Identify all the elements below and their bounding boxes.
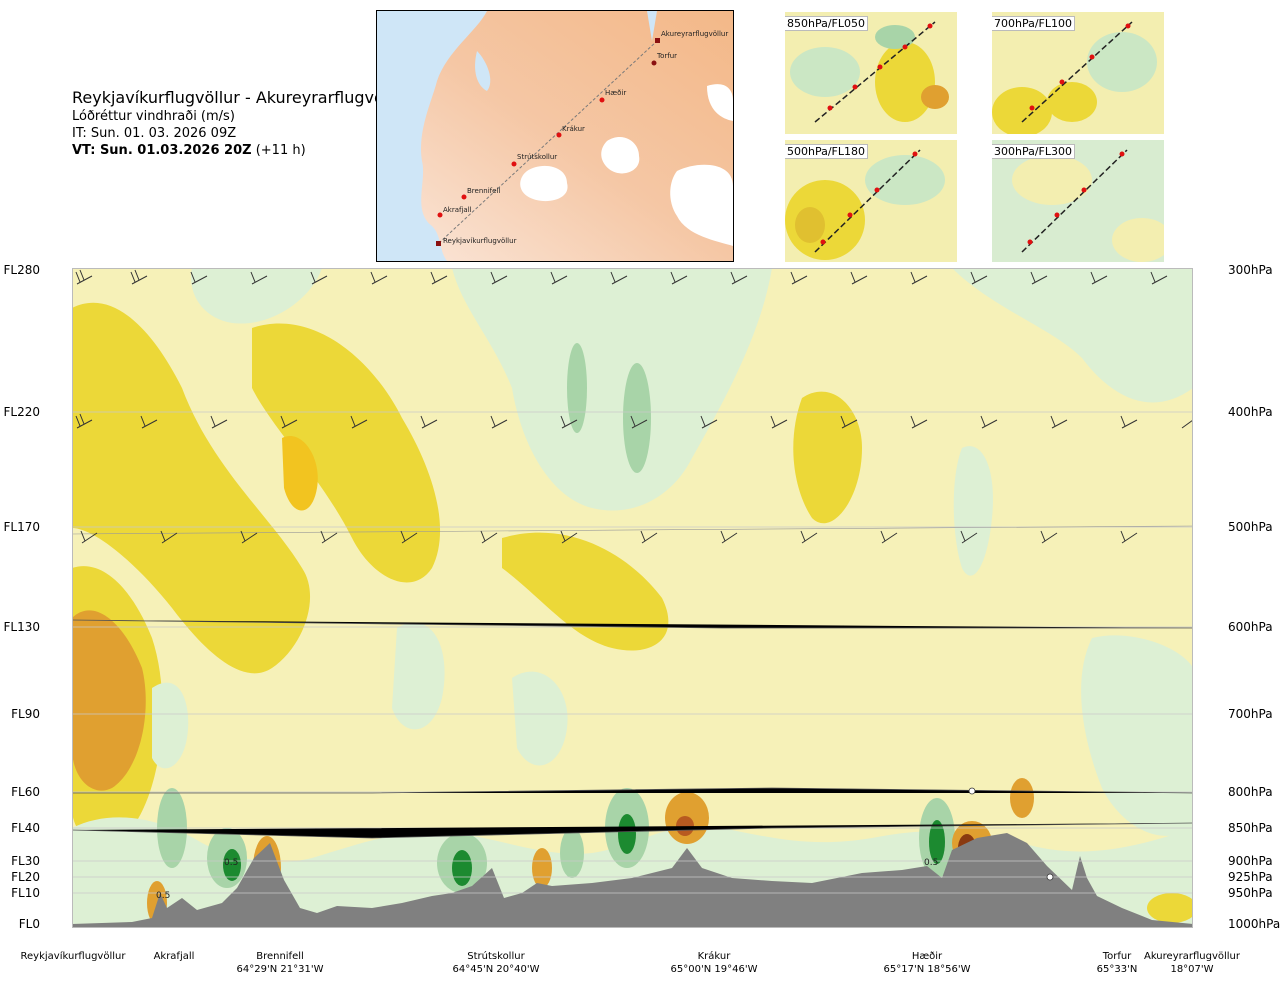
terrain-profile bbox=[72, 833, 1193, 928]
thumbnail-700hpa-svg bbox=[992, 12, 1164, 134]
location-name: Reykjavíkurflugvöllur bbox=[20, 951, 126, 962]
pressure-label: 600hPa bbox=[1228, 620, 1273, 634]
fl-label: FL60 bbox=[11, 785, 40, 799]
location-coord: 64°29'N 21°31'W bbox=[236, 964, 324, 975]
location-reykjavik: Reykjavíkurflugvöllur bbox=[10, 950, 136, 963]
map-marker-krakur bbox=[556, 132, 562, 138]
location-krakur: Krákur 65°00'N 19°46'W bbox=[664, 950, 764, 976]
fl-label: FL130 bbox=[3, 620, 41, 634]
location-haedir: Hæðir 65°17'N 18°56'W bbox=[877, 950, 977, 976]
thumbnail-500hpa-label: 500hPa/FL180 bbox=[785, 144, 869, 159]
location-torfur: Torfur 65°33'N bbox=[1092, 950, 1142, 976]
valid-time-line: VT: Sun. 01.03.2026 20Z (+11 h) bbox=[72, 142, 409, 159]
thumbnail-500hpa[interactable]: 500hPa/FL180 bbox=[785, 140, 957, 262]
fl-label: FL220 bbox=[3, 405, 41, 419]
thumbnail-850hpa-label: 850hPa/FL050 bbox=[785, 16, 869, 31]
fl-label: FL0 bbox=[18, 917, 40, 931]
pressure-label: 300hPa bbox=[1228, 263, 1273, 277]
contour-label: 0.5 bbox=[924, 858, 938, 868]
fl-label: FL280 bbox=[3, 263, 41, 277]
map-marker-strutskollur bbox=[511, 161, 517, 167]
calm-marker bbox=[1046, 873, 1054, 881]
location-coord: 65°00'N 19°46'W bbox=[670, 964, 758, 975]
fl-label: FL30 bbox=[11, 854, 40, 868]
map-marker-torfur bbox=[651, 60, 657, 66]
thumbnail-850hpa[interactable]: 850hPa/FL050 bbox=[785, 12, 957, 134]
thumbnail-700hpa-label: 700hPa/FL100 bbox=[992, 16, 1076, 31]
map-marker-brennifell bbox=[461, 194, 467, 200]
location-akrafjall: Akrafjall bbox=[139, 950, 209, 963]
pressure-label: 950hPa bbox=[1228, 886, 1273, 900]
pressure-label: 400hPa bbox=[1228, 405, 1273, 419]
map-marker-haedir bbox=[599, 97, 605, 103]
location-name: Hæðir bbox=[911, 951, 943, 962]
fl-label: FL10 bbox=[11, 886, 40, 900]
location-name: Akrafjall bbox=[153, 951, 195, 962]
location-akureyri: Akureyrarflugvöllur 18°07'W bbox=[1142, 950, 1242, 976]
pressure-label: 850hPa bbox=[1228, 821, 1273, 835]
variable-label: Lóðréttur vindhraði (m/s) bbox=[72, 109, 235, 124]
pressure-label: 700hPa bbox=[1228, 707, 1273, 721]
route-title: Reykjavíkurflugvöllur - Akureyrarflugvöl… bbox=[72, 88, 410, 107]
map-label-reykjavik: Reykjavíkurflugvöllur bbox=[443, 237, 517, 245]
thumbnail-700hpa[interactable]: 700hPa/FL100 bbox=[992, 12, 1164, 134]
pressure-label: 800hPa bbox=[1228, 785, 1273, 799]
init-time: IT: Sun. 01. 03. 2026 09Z bbox=[72, 126, 237, 141]
cross-section-plot: 0.5 0.5 0.5 bbox=[72, 268, 1193, 928]
map-label-brennifell: Brennifell bbox=[467, 187, 500, 195]
map-label-krakur: Krákur bbox=[562, 125, 585, 133]
fl-label: FL20 bbox=[11, 870, 40, 884]
map-label-haedir: Hæðir bbox=[605, 89, 626, 97]
map-label-akureyri: Akureyrarflugvöllur bbox=[661, 30, 728, 38]
location-coord: 64°45'N 20°40'W bbox=[452, 964, 540, 975]
title-block: Reykjavíkurflugvöllur - Akureyrarflugvöl… bbox=[72, 88, 409, 159]
location-name: Brennifell bbox=[256, 951, 304, 962]
lead-time: (+11 h) bbox=[255, 143, 306, 158]
pressure-label: 500hPa bbox=[1228, 520, 1273, 534]
pressure-label: 900hPa bbox=[1228, 854, 1273, 868]
contour-label: 0.5 bbox=[156, 891, 170, 901]
location-coord: 18°07'W bbox=[1170, 964, 1214, 975]
map-label-torfur: Torfur bbox=[656, 52, 677, 60]
location-coord: 65°17'N 18°56'W bbox=[883, 964, 971, 975]
thumbnail-300hpa-label: 300hPa/FL300 bbox=[992, 144, 1076, 159]
location-coord: 65°33'N bbox=[1096, 964, 1138, 975]
map-marker-akrafjall bbox=[437, 212, 443, 218]
pressure-label: 1000hPa bbox=[1228, 917, 1280, 931]
contour-label: 0.5 bbox=[224, 858, 238, 868]
fl-label: FL170 bbox=[3, 520, 41, 534]
route-map-svg: Akureyrarflugvöllur Torfur Hæðir Krákur … bbox=[377, 11, 733, 261]
map-marker-reykjavik bbox=[436, 241, 441, 246]
calm-marker bbox=[968, 787, 976, 795]
thumbnail-300hpa[interactable]: 300hPa/FL300 bbox=[992, 140, 1164, 262]
location-brennifell: Brennifell 64°29'N 21°31'W bbox=[230, 950, 330, 976]
valid-time: VT: Sun. 01.03.2026 20Z bbox=[72, 143, 252, 158]
pressure-label: 925hPa bbox=[1228, 870, 1273, 884]
thumbnail-500hpa-svg bbox=[785, 140, 957, 262]
fl-label: FL40 bbox=[11, 821, 40, 835]
location-name: Akureyrarflugvöllur bbox=[1143, 951, 1240, 962]
map-label-akrafjall: Akrafjall bbox=[443, 206, 472, 214]
wind-barbs bbox=[72, 269, 1193, 839]
route-map: Akureyrarflugvöllur Torfur Hæðir Krákur … bbox=[376, 10, 734, 262]
map-marker-akureyri bbox=[655, 38, 660, 43]
location-strutskollur: Strútskollur 64°45'N 20°40'W bbox=[446, 950, 546, 976]
location-name: Torfur bbox=[1102, 951, 1132, 962]
location-name: Strútskollur bbox=[467, 951, 525, 962]
map-label-strutskollur: Strútskollur bbox=[517, 153, 557, 161]
fl-label: FL90 bbox=[11, 707, 40, 721]
location-name: Krákur bbox=[697, 951, 731, 962]
thumbnail-300hpa-svg bbox=[992, 140, 1164, 262]
thumbnail-850hpa-svg bbox=[785, 12, 957, 134]
